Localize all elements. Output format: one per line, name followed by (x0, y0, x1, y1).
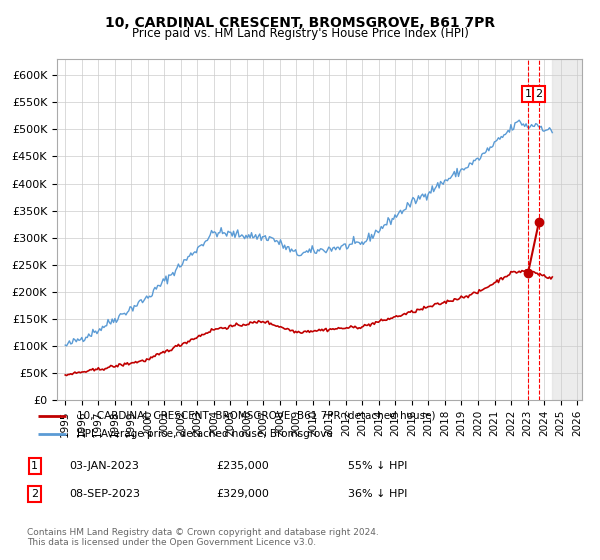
Bar (552, 59, 599, 400)
Text: 08-SEP-2023: 08-SEP-2023 (69, 489, 140, 499)
Text: Contains HM Land Registry data © Crown copyright and database right 2024.
This d: Contains HM Land Registry data © Crown c… (27, 528, 379, 547)
Text: 2: 2 (535, 89, 542, 99)
Text: 10, CARDINAL CRESCENT, BROMSGROVE, B61 7PR (detached house): 10, CARDINAL CRESCENT, BROMSGROVE, B61 7… (77, 411, 435, 421)
Text: 1: 1 (31, 461, 38, 471)
Text: HPI: Average price, detached house, Bromsgrove: HPI: Average price, detached house, Brom… (77, 430, 332, 439)
Text: 03-JAN-2023: 03-JAN-2023 (69, 461, 139, 471)
Text: £235,000: £235,000 (216, 461, 269, 471)
Text: £329,000: £329,000 (216, 489, 269, 499)
Text: 1: 1 (524, 89, 532, 99)
Text: 36% ↓ HPI: 36% ↓ HPI (348, 489, 407, 499)
Text: 10, CARDINAL CRESCENT, BROMSGROVE, B61 7PR: 10, CARDINAL CRESCENT, BROMSGROVE, B61 7… (105, 16, 495, 30)
Text: 55% ↓ HPI: 55% ↓ HPI (348, 461, 407, 471)
Text: 2: 2 (31, 489, 38, 499)
Text: Price paid vs. HM Land Registry's House Price Index (HPI): Price paid vs. HM Land Registry's House … (131, 27, 469, 40)
